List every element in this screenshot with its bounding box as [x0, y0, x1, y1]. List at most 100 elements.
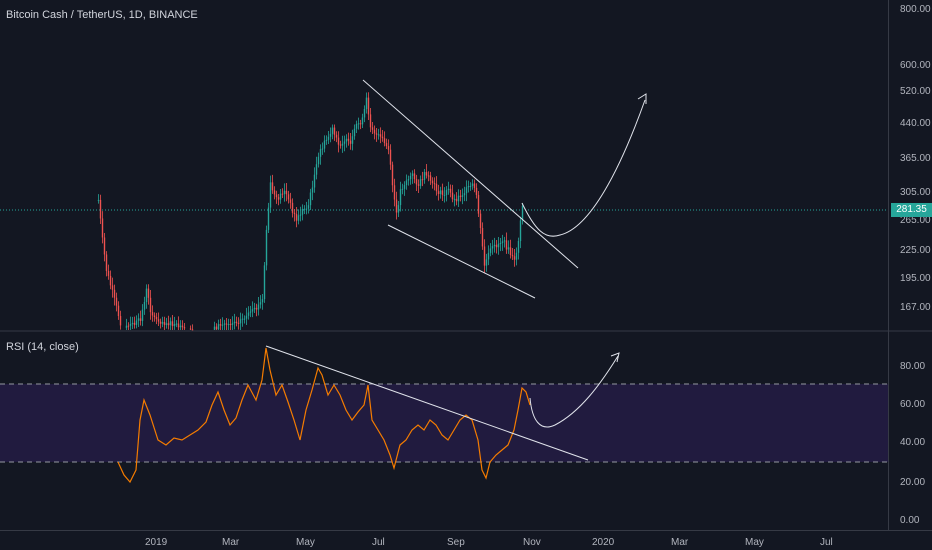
candle-body: [427, 175, 430, 177]
candle-body: [469, 185, 472, 187]
candle-body: [139, 318, 142, 321]
candle-body: [381, 136, 384, 139]
candle-body: [235, 321, 238, 323]
candle-body: [171, 321, 174, 327]
candle-body: [285, 190, 288, 195]
candle-body: [395, 199, 398, 213]
candle-body: [483, 246, 486, 266]
candle-body: [125, 325, 128, 328]
candle-body: [299, 214, 302, 216]
price-axis-label: 600.00: [900, 60, 931, 71]
candle-body: [277, 197, 280, 200]
candle-body: [261, 299, 264, 303]
candle-body: [493, 244, 496, 247]
rsi-line: [117, 347, 531, 484]
candle-body: [329, 133, 332, 137]
rsi-trendline[interactable]: [265, 345, 589, 461]
candle-body: [491, 246, 494, 249]
rsi-indicator-title[interactable]: RSI (14, close): [6, 341, 79, 353]
candle-body: [107, 270, 110, 276]
candle-body: [257, 304, 260, 310]
last-price-tag: 281.35: [891, 203, 932, 217]
candle-body: [269, 182, 272, 208]
candle-body: [263, 265, 266, 300]
candle-body: [309, 192, 312, 206]
candle-body: [425, 172, 428, 176]
price-axis-label: 440.00: [900, 118, 931, 129]
price-axis-label: 225.00: [900, 245, 931, 256]
candle-body: [485, 259, 488, 266]
candle-body: [281, 193, 284, 195]
candle-body: [473, 183, 476, 188]
candle-body: [245, 315, 248, 319]
rsi-projection-curve[interactable]: [529, 355, 619, 428]
projection-curve[interactable]: [521, 99, 646, 237]
candle-body: [109, 275, 112, 286]
candle-body: [487, 252, 490, 260]
candle-body: [407, 179, 410, 181]
candle-body: [213, 326, 216, 330]
candle-body: [119, 316, 122, 326]
channel-lower-trendline[interactable]: [387, 224, 536, 299]
candle-body: [131, 322, 134, 324]
candle-body: [237, 322, 240, 324]
candle-body: [267, 207, 270, 230]
symbol-title[interactable]: Bitcoin Cash / TetherUS, 1D, BINANCE: [6, 9, 198, 21]
candle-body: [287, 194, 290, 200]
candle-body: [495, 244, 498, 248]
candle-body: [383, 138, 386, 144]
candle-body: [347, 138, 350, 141]
candle-body: [313, 174, 316, 188]
price-axis-label: 365.00: [900, 153, 931, 164]
candle-body: [379, 134, 382, 137]
candle-body: [375, 133, 378, 135]
candle-body: [449, 188, 452, 193]
candle-body: [333, 127, 336, 135]
candle-body: [319, 149, 322, 157]
candle-body: [459, 195, 462, 197]
candle-body: [113, 289, 116, 298]
candle-body: [127, 325, 130, 327]
candle-body: [339, 144, 342, 146]
candle-body: [191, 329, 194, 331]
rsi-drawings[interactable]: [265, 345, 620, 461]
candle-body: [307, 205, 310, 209]
candle-body: [507, 247, 510, 250]
candle-body: [457, 195, 460, 202]
candle-body: [283, 190, 286, 194]
candle-body: [349, 140, 352, 144]
candle-body: [97, 199, 100, 201]
candle-body: [151, 312, 154, 316]
candle-body: [225, 323, 228, 325]
candle-body: [511, 254, 514, 257]
candle-body: [403, 185, 406, 189]
rsi-axis-label: 0.00: [900, 515, 920, 526]
candle-body: [161, 322, 164, 324]
candle-body: [467, 186, 470, 188]
candle-body: [411, 173, 414, 176]
rsi-axis[interactable]: 80.00 60.00 40.00 20.00 0.00: [900, 361, 925, 526]
candle-body: [335, 134, 338, 138]
candle-body: [183, 327, 186, 329]
candlestick-series: [97, 92, 524, 331]
price-axis[interactable]: 800.00 600.00 520.00 440.00 365.00 305.00 265.…: [900, 4, 931, 313]
candle-body: [297, 215, 300, 221]
candle-body: [393, 185, 396, 200]
candle-body: [475, 187, 478, 195]
candle-body: [99, 199, 102, 219]
candle-body: [327, 136, 330, 140]
time-axis-label: Mar: [222, 537, 240, 548]
candle-body: [371, 127, 374, 130]
candle-body: [433, 183, 436, 185]
candle-body: [275, 194, 278, 198]
price-drawings[interactable]: [362, 79, 647, 299]
candle-body: [147, 288, 150, 298]
candle-body: [159, 321, 162, 324]
candle-body: [317, 156, 320, 165]
candle-body: [103, 237, 106, 255]
candle-body: [453, 198, 456, 200]
candle-body: [489, 248, 492, 253]
time-axis[interactable]: 2019 Mar May Jul Sep Nov 2020 Mar May Jul: [145, 537, 833, 548]
channel-upper-trendline[interactable]: [362, 79, 579, 269]
